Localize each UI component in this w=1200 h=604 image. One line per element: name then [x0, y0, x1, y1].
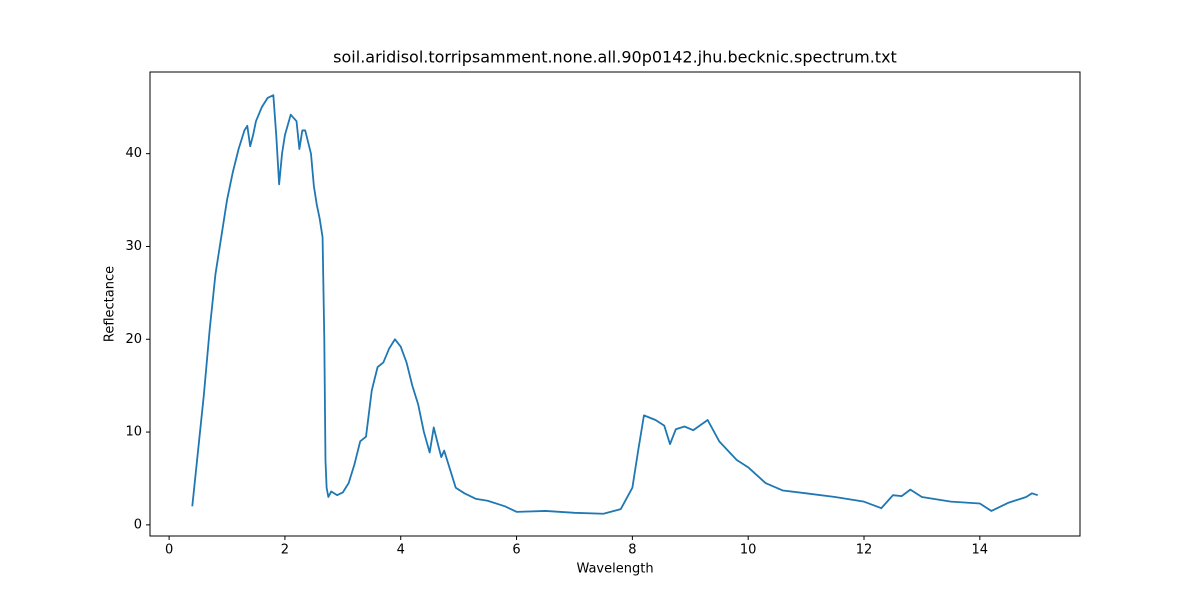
- chart-title: soil.aridisol.torripsamment.none.all.90p…: [333, 48, 897, 67]
- x-tick-label: 4: [397, 543, 405, 558]
- x-tick-label: 12: [856, 543, 873, 558]
- y-tick-label: 0: [134, 517, 142, 532]
- y-tick-label: 20: [125, 332, 142, 347]
- x-tick-label: 0: [165, 543, 173, 558]
- y-tick-label: 40: [125, 146, 142, 161]
- x-axis-label: Wavelength: [576, 562, 653, 577]
- y-axis-label: Reflectance: [103, 266, 118, 342]
- plot-frame: [149, 71, 1081, 537]
- x-tick-label: 6: [512, 543, 520, 558]
- data-line: [191, 94, 1039, 515]
- y-tick-label: 30: [125, 239, 142, 254]
- x-tick-label: 14: [972, 543, 989, 558]
- y-tick-label: 10: [125, 425, 142, 440]
- x-tick-label: 10: [740, 543, 757, 558]
- x-tick-label: 8: [628, 543, 636, 558]
- x-tick-label: 2: [281, 543, 289, 558]
